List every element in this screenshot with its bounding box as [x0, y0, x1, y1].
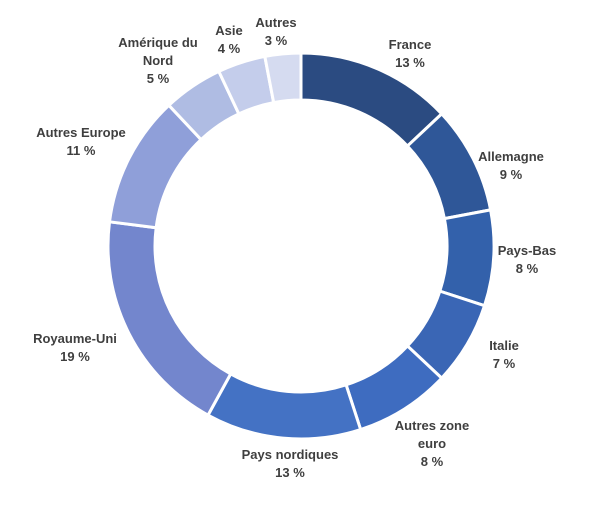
slice-pays-nordiques	[206, 372, 363, 441]
slice-pays-bas	[438, 208, 496, 308]
slice-royaume-uni	[106, 220, 233, 417]
slice-autres	[263, 51, 303, 105]
